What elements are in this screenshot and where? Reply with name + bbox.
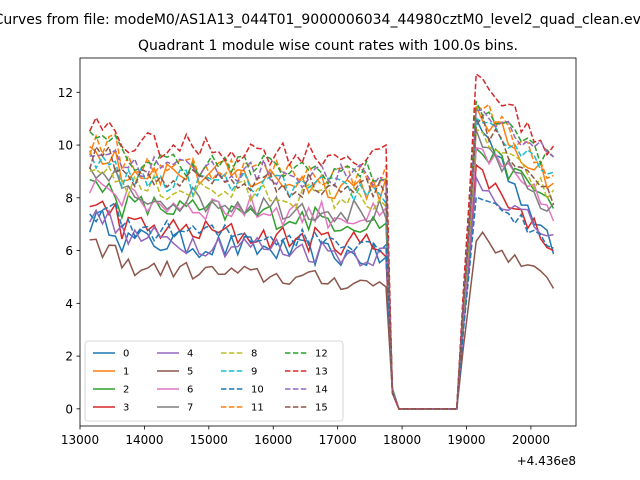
x-tick-label-14000: 14000 <box>125 433 163 447</box>
legend-label-1: 1 <box>123 367 129 378</box>
legend-label-5: 5 <box>187 367 193 378</box>
y-tick-label-4: 4 <box>65 297 73 311</box>
legend-label-8: 8 <box>251 349 257 360</box>
legend-label-6: 6 <box>187 385 193 396</box>
series-line-5 <box>89 230 555 410</box>
y-tick-label-8: 8 <box>65 191 73 205</box>
plot-area: 13000 14000 15000 16000 17000 18000 19000 20000… <box>58 57 577 468</box>
legend-label-9: 9 <box>251 367 257 378</box>
legend-label-2: 2 <box>123 385 129 396</box>
series-line-1 <box>89 106 554 410</box>
series-line-11 <box>88 103 554 410</box>
series-line-4 <box>89 174 554 410</box>
series-line-14 <box>89 109 554 410</box>
x-tick-label-15000: 15000 <box>190 433 228 447</box>
x-offset-label: +4.436e8 <box>517 454 576 468</box>
x-tick-label-19000: 19000 <box>447 433 485 447</box>
series-lines <box>88 72 555 410</box>
series-line-10 <box>89 196 554 410</box>
series-line-6 <box>89 146 555 410</box>
axes-frame <box>79 57 577 427</box>
legend-box <box>84 340 344 422</box>
legend-label-7: 7 <box>187 403 193 414</box>
y-tick-label-12: 12 <box>58 86 73 100</box>
chart-title: Quadrant 1 module wise count rates with … <box>138 38 518 54</box>
series-line-13 <box>89 72 555 410</box>
legend-label-12: 12 <box>315 349 328 360</box>
y-tick-label-6: 6 <box>65 244 73 258</box>
y-tick-label-2: 2 <box>65 350 73 364</box>
legend-label-15: 15 <box>315 403 328 414</box>
legend-label-14: 14 <box>315 385 328 396</box>
y-tick-label-0: 0 <box>65 402 73 416</box>
legend-label-11: 11 <box>251 403 264 414</box>
series-line-12 <box>89 100 555 410</box>
series-line-9 <box>88 117 554 410</box>
series-line-15 <box>88 113 555 410</box>
x-tick-label-18000: 18000 <box>383 433 421 447</box>
legend-label-0: 0 <box>123 349 129 360</box>
x-tick-label-17000: 17000 <box>319 433 357 447</box>
y-tick-label-10: 10 <box>58 139 73 153</box>
legend-label-4: 4 <box>187 349 193 360</box>
x-tick-label-16000: 16000 <box>254 433 292 447</box>
series-line-3 <box>89 163 554 410</box>
x-tick-label-13000: 13000 <box>61 433 99 447</box>
legend-label-10: 10 <box>251 385 264 396</box>
legend-label-3: 3 <box>123 403 129 414</box>
x-tick-label-20000: 20000 <box>512 433 550 447</box>
legend-label-13: 13 <box>315 367 328 378</box>
chart-suptitle: Curves from file: modeM0/AS1A13_044T01_9… <box>0 12 640 28</box>
